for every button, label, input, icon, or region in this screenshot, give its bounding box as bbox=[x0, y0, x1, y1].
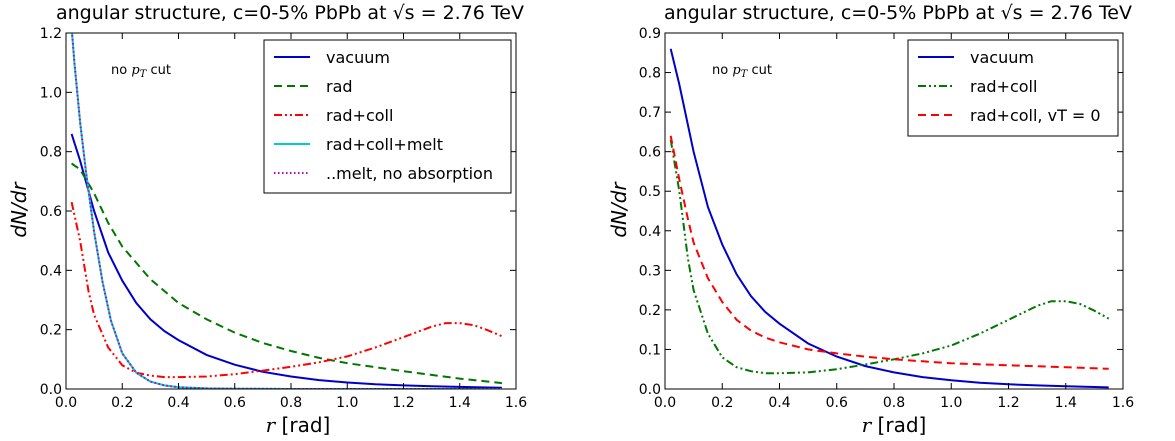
y-tick-label: 0.7 bbox=[639, 105, 661, 121]
y-tick-label: 0.2 bbox=[639, 303, 661, 319]
x-tick-label: 0.8 bbox=[280, 395, 302, 411]
x-tick-label: 0.6 bbox=[224, 395, 246, 411]
y-tick-label: 0.9 bbox=[639, 26, 661, 42]
x-tick-label: 0.8 bbox=[883, 395, 905, 411]
series-line-vacuum bbox=[70, 133, 502, 389]
x-tick-label: 0.0 bbox=[654, 395, 676, 411]
x-axis-label: r [rad] bbox=[266, 413, 331, 437]
series-line-rad bbox=[71, 162, 503, 385]
x-tick-label: 0.2 bbox=[111, 395, 133, 411]
series-line-rad-coll bbox=[70, 201, 503, 379]
x-tick-label: 0.0 bbox=[55, 395, 77, 411]
x-tick-label: 1.0 bbox=[940, 395, 962, 411]
y-tick-label: 0.5 bbox=[639, 184, 661, 200]
chart-left: angular structure, c=0-5% PbPb at √s = 2… bbox=[7, 2, 527, 437]
x-tick-label: 1.6 bbox=[505, 395, 527, 411]
legend-label-rad-coll-vt-0: rad+coll, vT = 0 bbox=[970, 106, 1101, 125]
y-tick-label: 0.8 bbox=[40, 145, 62, 161]
legend-frame bbox=[263, 39, 512, 194]
y-tick-label: 0.6 bbox=[40, 204, 62, 220]
legend-label-vacuum: vacuum bbox=[970, 48, 1034, 67]
y-tick-label: 0.1 bbox=[639, 342, 661, 358]
y-tick-label: 0.8 bbox=[639, 66, 661, 82]
y-tick-label: 0.4 bbox=[639, 224, 661, 240]
annotation-no-pt-cut: no pT cut bbox=[712, 63, 772, 80]
legend-label-rad-coll: rad+coll bbox=[970, 77, 1037, 96]
y-tick-label: 1.2 bbox=[40, 26, 62, 42]
y-axis-label: dN/dr bbox=[7, 181, 31, 238]
legend-label-vacuum: vacuum bbox=[326, 48, 390, 67]
y-tick-label: 0.6 bbox=[639, 145, 661, 161]
x-tick-label: 1.4 bbox=[1055, 395, 1077, 411]
y-tick-label: 0.0 bbox=[639, 382, 661, 398]
chart-title: angular structure, c=0-5% PbPb at √s = 2… bbox=[664, 2, 1132, 24]
x-tick-label: 0.4 bbox=[768, 395, 790, 411]
annotation-no-pt-cut: no pT cut bbox=[111, 63, 171, 80]
chart-right: angular structure, c=0-5% PbPb at √s = 2… bbox=[607, 2, 1134, 437]
series-line-rad-coll-melt bbox=[71, 33, 502, 389]
y-tick-label: 0.4 bbox=[40, 263, 62, 279]
y-tick-label: 1.0 bbox=[40, 85, 62, 101]
x-tick-label: 0.2 bbox=[711, 395, 733, 411]
y-tick-label: 0.2 bbox=[40, 323, 62, 339]
series-line-rad-coll-vt-0 bbox=[669, 135, 1109, 370]
legend-label-rad: rad bbox=[326, 77, 353, 96]
x-tick-label: 1.0 bbox=[336, 395, 358, 411]
legend-label-melt-no-absorption: ..melt, no absorption bbox=[326, 164, 493, 183]
x-tick-label: 1.2 bbox=[392, 395, 414, 411]
legend: vacuum rad+coll rad+coll, vT = 0 bbox=[907, 39, 1119, 137]
series-line-rad-coll bbox=[669, 139, 1110, 375]
y-tick-label: 0.3 bbox=[639, 263, 661, 279]
legend: vacuum rad rad+coll rad+coll+melt ..melt, no… bbox=[263, 39, 512, 194]
legend-label-rad-coll-melt: rad+coll+melt bbox=[326, 135, 443, 154]
legend-label-rad-coll: rad+coll bbox=[326, 106, 393, 125]
series-line-vacuum bbox=[669, 48, 1109, 389]
chart-title: angular structure, c=0-5% PbPb at √s = 2… bbox=[56, 2, 524, 24]
x-tick-label: 0.4 bbox=[167, 395, 189, 411]
x-tick-label: 1.6 bbox=[1112, 395, 1134, 411]
y-axis-label: dN/dr bbox=[607, 181, 631, 238]
x-tick-label: 1.2 bbox=[997, 395, 1019, 411]
x-tick-label: 1.4 bbox=[449, 395, 471, 411]
x-tick-label: 0.6 bbox=[826, 395, 848, 411]
x-axis-label: r [rad] bbox=[862, 413, 927, 437]
y-tick-label: 0.0 bbox=[40, 382, 62, 398]
